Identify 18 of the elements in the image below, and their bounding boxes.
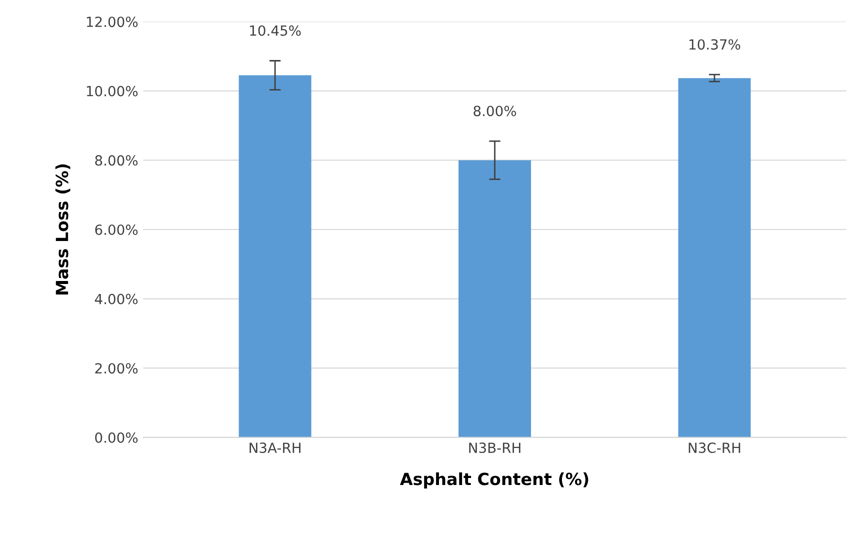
y-tick-label: 2.00% xyxy=(95,363,138,374)
y-tick-label: 0.00% xyxy=(95,432,138,443)
x-tick-label: N3B-RH xyxy=(469,442,520,454)
x-tick-label: N3C-RH xyxy=(688,442,740,454)
data-label: 10.37% xyxy=(690,39,740,50)
y-tick-label: 4.00% xyxy=(94,294,138,304)
bar xyxy=(678,78,751,438)
bar xyxy=(458,160,532,438)
y-tick-label: 6.00% xyxy=(95,224,138,235)
y-tick-label: 10.00% xyxy=(86,86,138,96)
bar xyxy=(238,75,312,438)
y-axis-title: Mass Loss (%) xyxy=(55,164,70,295)
data-label: 10.45% xyxy=(250,25,301,36)
y-tick-label: 8.00% xyxy=(95,155,138,166)
x-tick-label: N3A-RH xyxy=(250,442,300,454)
y-tick-label: 12.00% xyxy=(86,16,138,28)
data-label: 8.00% xyxy=(474,106,516,116)
x-axis-title: Asphalt Content (%) xyxy=(400,472,588,488)
